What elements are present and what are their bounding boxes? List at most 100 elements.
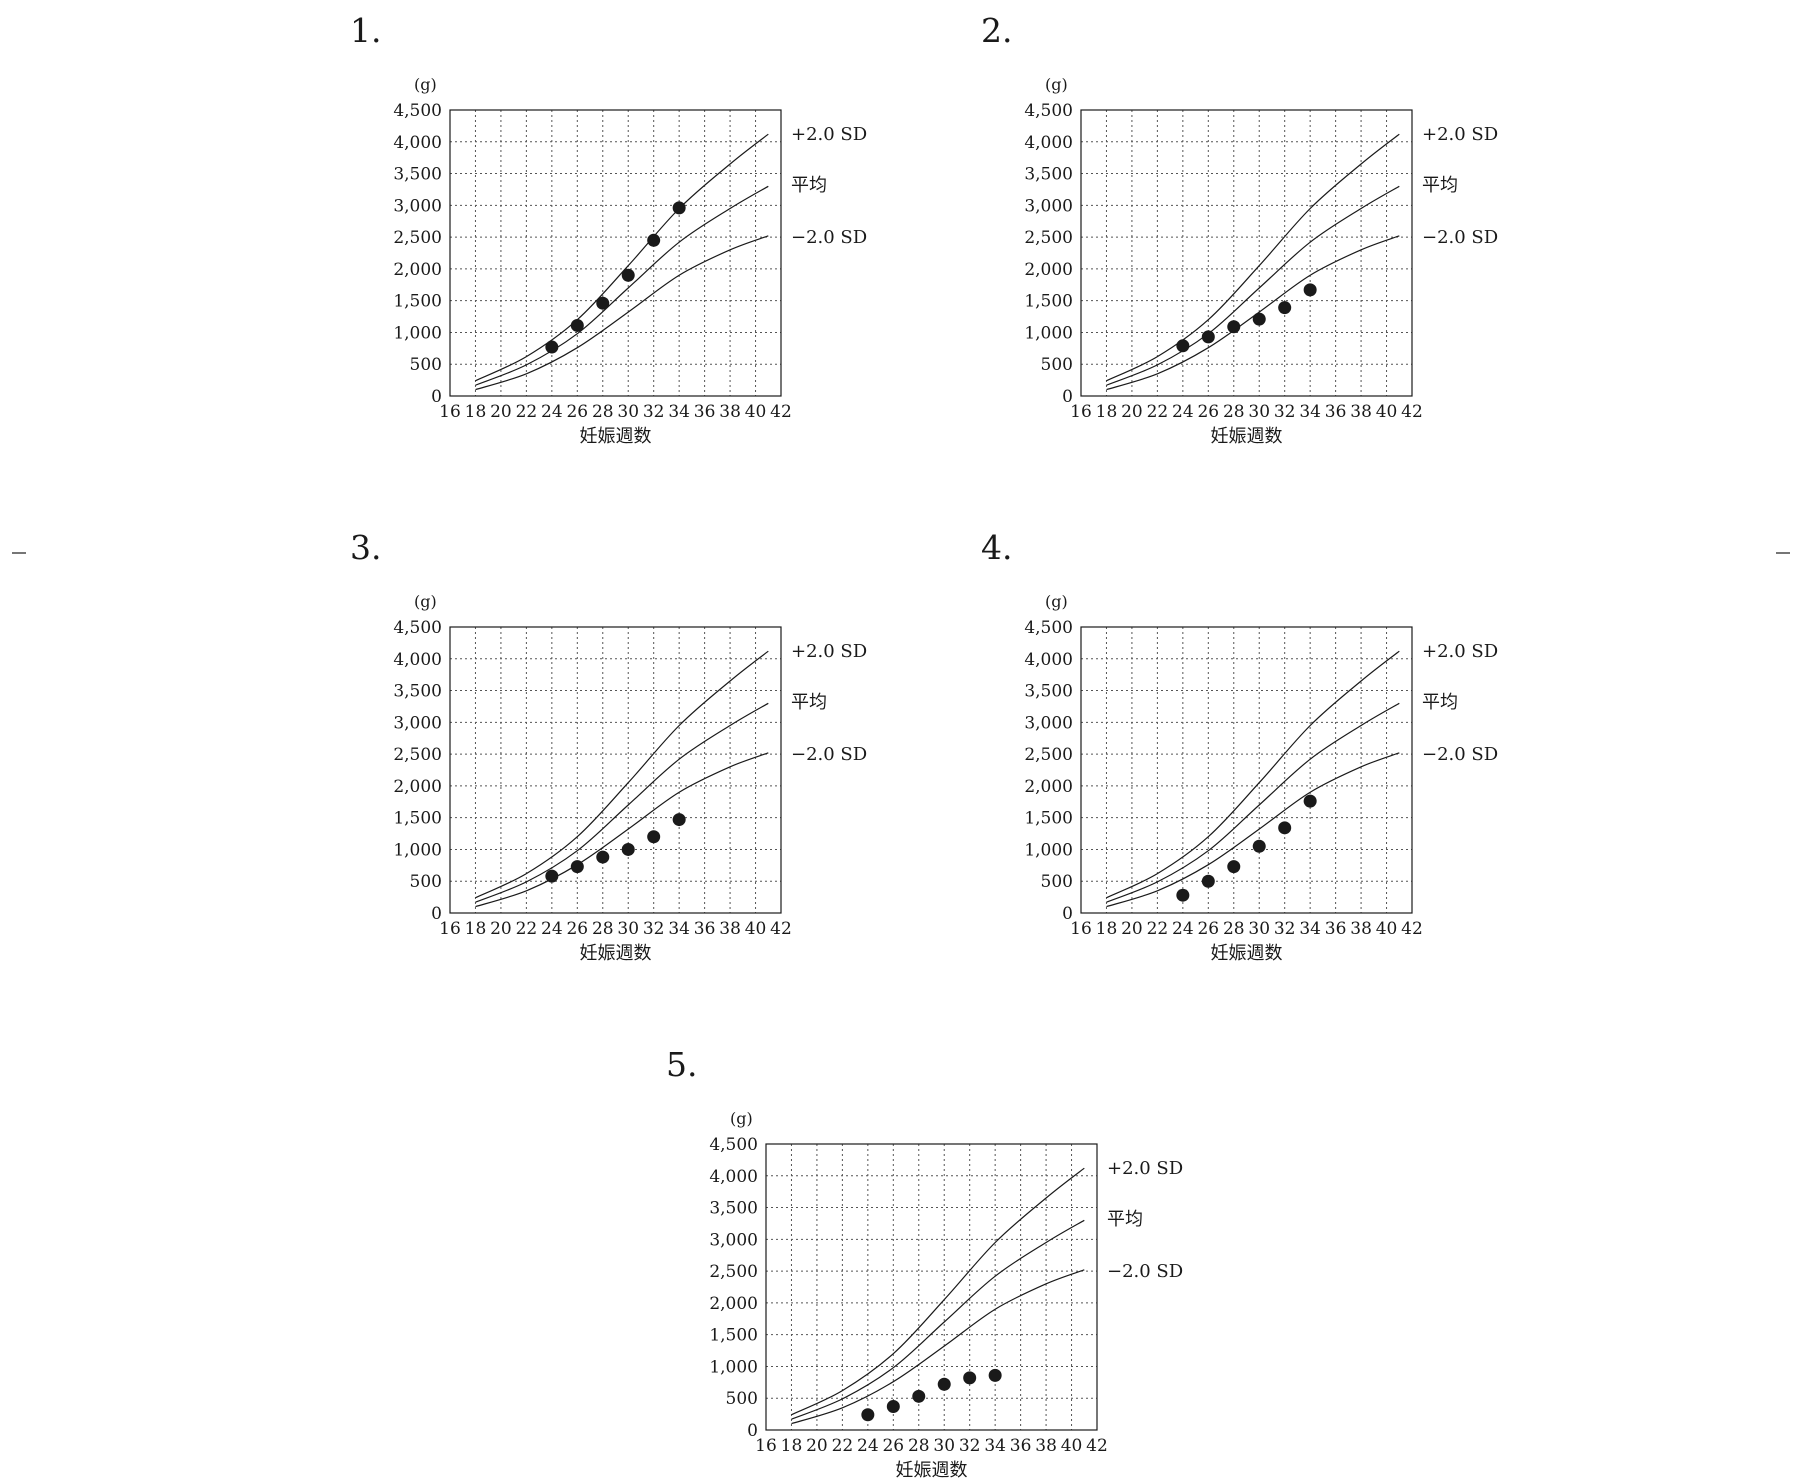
y-tick-label: 1,500 <box>1024 292 1073 312</box>
y-tick-label: 2,000 <box>1024 260 1073 280</box>
y-tick-label: 500 <box>726 1389 758 1409</box>
x-tick-label: 40 <box>1376 919 1398 939</box>
x-tick-label: 32 <box>643 402 665 422</box>
y-unit-label: (g) <box>1045 75 1068 94</box>
data-point <box>1176 888 1190 902</box>
x-tick-label: 30 <box>1248 919 1270 939</box>
chart-option-4: 4. 0 500 1,000 1,500 2,000 2,500 3,000 3,500 4,00… <box>981 528 1498 964</box>
x-tick-label: 32 <box>1274 919 1296 939</box>
y-tick-label: 500 <box>410 872 442 892</box>
x-tick-label: 30 <box>617 919 639 939</box>
y-tick-label: 1,000 <box>393 323 442 343</box>
data-point <box>596 296 610 310</box>
x-tick-label: 28 <box>1223 919 1245 939</box>
x-tick-label: 18 <box>781 1436 803 1456</box>
y-tick-label: 0 <box>431 387 442 407</box>
x-axis-label: 妊娠週数 <box>580 426 652 447</box>
data-point <box>1252 839 1266 853</box>
x-tick-label: 16 <box>755 1436 777 1456</box>
x-axis-label: 妊娠週数 <box>1211 426 1283 447</box>
x-tick-label: 38 <box>1350 402 1372 422</box>
y-tick-label: 0 <box>431 904 442 924</box>
plus-2sd-curve <box>475 650 769 899</box>
x-tick-label: 38 <box>719 919 741 939</box>
y-tick-label: 500 <box>1041 872 1073 892</box>
plus-2sd-label: +2.0 SD <box>791 641 867 662</box>
plus-2sd-label: +2.0 SD <box>1422 641 1498 662</box>
minus-2sd-label: −2.0 SD <box>791 227 867 248</box>
x-tick-label: 28 <box>592 402 614 422</box>
data-point <box>621 842 635 856</box>
y-tick-label: 4,500 <box>393 101 442 121</box>
x-tick-label: 16 <box>1070 919 1092 939</box>
x-axis-label: 妊娠週数 <box>580 943 652 964</box>
x-tick-label: 26 <box>1197 919 1219 939</box>
option-number: 1. <box>350 11 382 50</box>
mean-label: 平均 <box>791 692 827 713</box>
x-tick-label: 20 <box>806 1436 828 1456</box>
data-point <box>647 830 661 844</box>
y-unit-label: (g) <box>414 75 437 94</box>
data-point <box>1252 312 1266 326</box>
x-tick-label: 24 <box>857 1436 879 1456</box>
x-tick-label: 40 <box>1376 402 1398 422</box>
x-tick-label: 34 <box>668 919 690 939</box>
minus-2sd-label: −2.0 SD <box>1107 1261 1183 1282</box>
data-point <box>596 850 610 864</box>
data-point <box>570 318 584 332</box>
y-tick-label: 1,500 <box>393 809 442 829</box>
x-tick-label: 24 <box>1172 919 1194 939</box>
data-point <box>672 813 686 827</box>
x-tick-label: 32 <box>643 919 665 939</box>
data-point <box>1201 330 1215 344</box>
option-number: 3. <box>350 528 382 567</box>
data-point <box>1303 794 1317 808</box>
data-point <box>1227 860 1241 874</box>
x-tick-label: 42 <box>1086 1436 1108 1456</box>
data-point <box>672 201 686 215</box>
x-tick-label: 34 <box>1299 919 1321 939</box>
x-tick-label: 26 <box>566 402 588 422</box>
y-tick-label: 500 <box>1041 355 1073 375</box>
y-tick-label: 4,000 <box>1024 650 1073 670</box>
data-point <box>1201 874 1215 888</box>
x-tick-label: 26 <box>566 919 588 939</box>
x-tick-label: 26 <box>1197 402 1219 422</box>
x-tick-label: 24 <box>541 402 563 422</box>
x-tick-label: 40 <box>745 919 767 939</box>
plot-frame <box>449 626 782 914</box>
x-tick-label: 40 <box>745 402 767 422</box>
minus-2sd-label: −2.0 SD <box>1422 744 1498 765</box>
y-tick-label: 1,000 <box>709 1357 758 1377</box>
data-point <box>886 1399 900 1413</box>
y-tick-label: 3,000 <box>393 196 442 216</box>
x-tick-label: 24 <box>541 919 563 939</box>
x-tick-label: 36 <box>694 402 716 422</box>
y-tick-label: 4,000 <box>393 650 442 670</box>
x-tick-label: 28 <box>592 919 614 939</box>
chart-option-1: 1. 0 500 1,000 1,500 2,000 2,500 3,000 3,500 4,00… <box>350 11 867 447</box>
x-tick-label: 20 <box>1121 402 1143 422</box>
y-tick-label: 0 <box>747 1421 758 1441</box>
option-number: 4. <box>981 528 1013 567</box>
plus-2sd-label: +2.0 SD <box>1107 1158 1183 1179</box>
data-point <box>1278 301 1292 315</box>
x-tick-label: 22 <box>1147 402 1169 422</box>
x-tick-label: 32 <box>1274 402 1296 422</box>
minus-2sd-label: −2.0 SD <box>791 744 867 765</box>
x-tick-label: 18 <box>1096 402 1118 422</box>
x-tick-label: 28 <box>1223 402 1245 422</box>
x-tick-label: 22 <box>832 1436 854 1456</box>
y-tick-label: 0 <box>1062 387 1073 407</box>
y-tick-label: 0 <box>1062 904 1073 924</box>
x-tick-label: 22 <box>516 402 538 422</box>
x-tick-label: 36 <box>1010 1436 1032 1456</box>
x-tick-label: 40 <box>1061 1436 1083 1456</box>
y-tick-label: 3,500 <box>1024 165 1073 185</box>
y-tick-label: 3,000 <box>1024 713 1073 733</box>
mean-curve <box>1106 185 1400 386</box>
minus-2sd-curve <box>475 235 769 391</box>
y-tick-label: 2,000 <box>393 777 442 797</box>
y-tick-label: 500 <box>410 355 442 375</box>
